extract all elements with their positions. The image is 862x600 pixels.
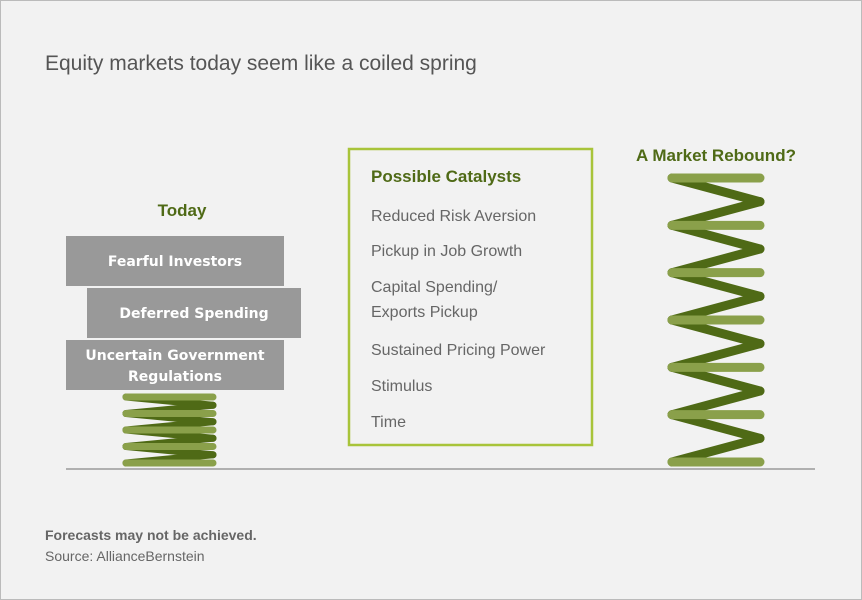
catalyst: Pickup in Job Growth <box>371 243 522 260</box>
catalyst: Stimulus <box>371 378 432 395</box>
catalyst: Reduced Risk Aversion <box>371 208 536 225</box>
source: Source: AllianceBernstein <box>45 548 205 564</box>
catalyst: Sustained Pricing Power <box>371 342 546 359</box>
title: Equity markets today seem like a coiled … <box>45 52 477 75</box>
rebound-heading: A Market Rebound? <box>636 146 796 165</box>
box-label: Deferred Spending <box>119 306 268 322</box>
compressed-spring <box>122 393 217 467</box>
catalyst: Time <box>371 414 406 431</box>
box <box>66 236 284 286</box>
box-label: Regulations <box>128 369 222 385</box>
box-label: Fearful Investors <box>108 254 242 270</box>
catalyst-box <box>347 147 594 447</box>
footnote: Forecasts may not be achieved. <box>45 527 257 543</box>
extended-spring <box>667 173 765 467</box>
box <box>87 288 301 338</box>
catalysts-heading: Possible Catalysts <box>371 167 521 186</box>
box <box>66 340 284 390</box>
catalyst: Capital Spending/ <box>371 279 498 296</box>
box-label: Uncertain Government <box>85 348 264 364</box>
today-heading: Today <box>158 201 207 220</box>
catalyst: Exports Pickup <box>371 304 478 321</box>
